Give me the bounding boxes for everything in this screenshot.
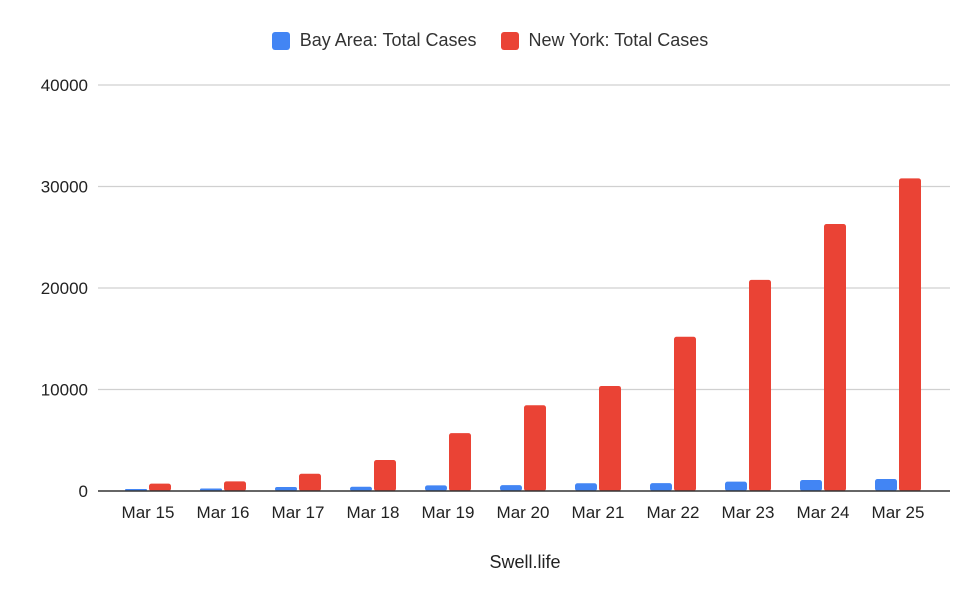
bar-new-york[interactable]: [749, 279, 771, 491]
x-tick-label: Mar 17: [272, 503, 325, 522]
legend-swatch-bay-area: [271, 31, 290, 50]
legend-item-bay-area[interactable]: Bay Area: Total Cases: [271, 30, 477, 51]
y-tick-label: 0: [79, 482, 88, 501]
x-tick-label: Mar 25: [872, 503, 925, 522]
x-axis-title: Swell.life: [489, 552, 561, 572]
bar-new-york[interactable]: [599, 385, 621, 491]
x-tick-label: Mar 20: [497, 503, 550, 522]
bar-new-york[interactable]: [374, 460, 396, 491]
bar-bay-area[interactable]: [500, 485, 522, 491]
y-tick-label: 40000: [41, 76, 88, 95]
x-tick-label: Mar 23: [722, 503, 775, 522]
x-tick-label: Mar 24: [797, 503, 850, 522]
y-tick-label: 30000: [41, 178, 88, 197]
bar-bay-area[interactable]: [875, 479, 897, 491]
bar-bay-area[interactable]: [650, 483, 672, 491]
bar-bay-area[interactable]: [800, 480, 822, 491]
bar-new-york[interactable]: [674, 336, 696, 491]
bar-new-york[interactable]: [224, 481, 246, 491]
bar-bay-area[interactable]: [275, 486, 297, 491]
legend-item-new-york[interactable]: New York: Total Cases: [500, 30, 709, 51]
bar-new-york[interactable]: [449, 433, 471, 491]
y-tick-label: 20000: [41, 279, 88, 298]
legend-label-new-york: New York: Total Cases: [528, 30, 709, 50]
x-axis: Mar 15 Mar 16 Mar 17 Mar 18 Mar 19 Mar 20 Mar …: [98, 490, 950, 522]
bar-new-york[interactable]: [899, 178, 921, 491]
y-tick-label: 10000: [41, 381, 88, 400]
bar-bay-area[interactable]: [725, 481, 747, 491]
bars: [125, 178, 921, 491]
legend-swatch-new-york: [500, 31, 519, 50]
chart-legend: Bay Area: Total Cases New York: Total Ca…: [0, 30, 980, 51]
gridlines: [98, 84, 950, 391]
bar-bay-area[interactable]: [425, 485, 447, 491]
legend-label-bay-area: Bay Area: Total Cases: [299, 30, 477, 50]
bar-bay-area[interactable]: [575, 483, 597, 491]
x-tick-label: Mar 15: [122, 503, 175, 522]
bar-new-york[interactable]: [149, 483, 171, 491]
bar-new-york[interactable]: [524, 405, 546, 491]
x-tick-label: Mar 16: [197, 503, 250, 522]
x-tick-label: Mar 21: [572, 503, 625, 522]
x-tick-label: Mar 18: [347, 503, 400, 522]
bar-bay-area[interactable]: [350, 486, 372, 491]
x-tick-label: Mar 19: [422, 503, 475, 522]
y-axis: 0 10000 20000 30000 40000: [41, 76, 88, 501]
bar-new-york[interactable]: [299, 473, 321, 491]
bar-new-york[interactable]: [824, 224, 846, 491]
x-tick-label: Mar 22: [647, 503, 700, 522]
